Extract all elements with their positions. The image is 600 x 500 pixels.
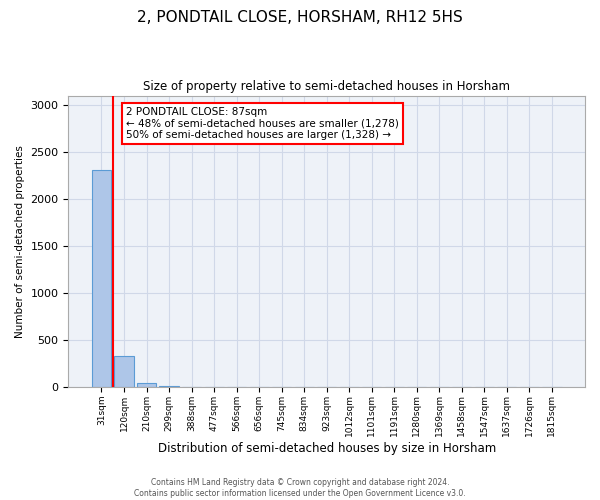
X-axis label: Distribution of semi-detached houses by size in Horsham: Distribution of semi-detached houses by … <box>158 442 496 455</box>
Bar <box>137 383 156 386</box>
Y-axis label: Number of semi-detached properties: Number of semi-detached properties <box>15 144 25 338</box>
Text: Contains HM Land Registry data © Crown copyright and database right 2024.
Contai: Contains HM Land Registry data © Crown c… <box>134 478 466 498</box>
Title: Size of property relative to semi-detached houses in Horsham: Size of property relative to semi-detach… <box>143 80 510 93</box>
Bar <box>115 356 134 386</box>
Text: 2, PONDTAIL CLOSE, HORSHAM, RH12 5HS: 2, PONDTAIL CLOSE, HORSHAM, RH12 5HS <box>137 10 463 25</box>
Bar <box>92 170 111 386</box>
Text: 2 PONDTAIL CLOSE: 87sqm
← 48% of semi-detached houses are smaller (1,278)
50% of: 2 PONDTAIL CLOSE: 87sqm ← 48% of semi-de… <box>126 107 399 140</box>
